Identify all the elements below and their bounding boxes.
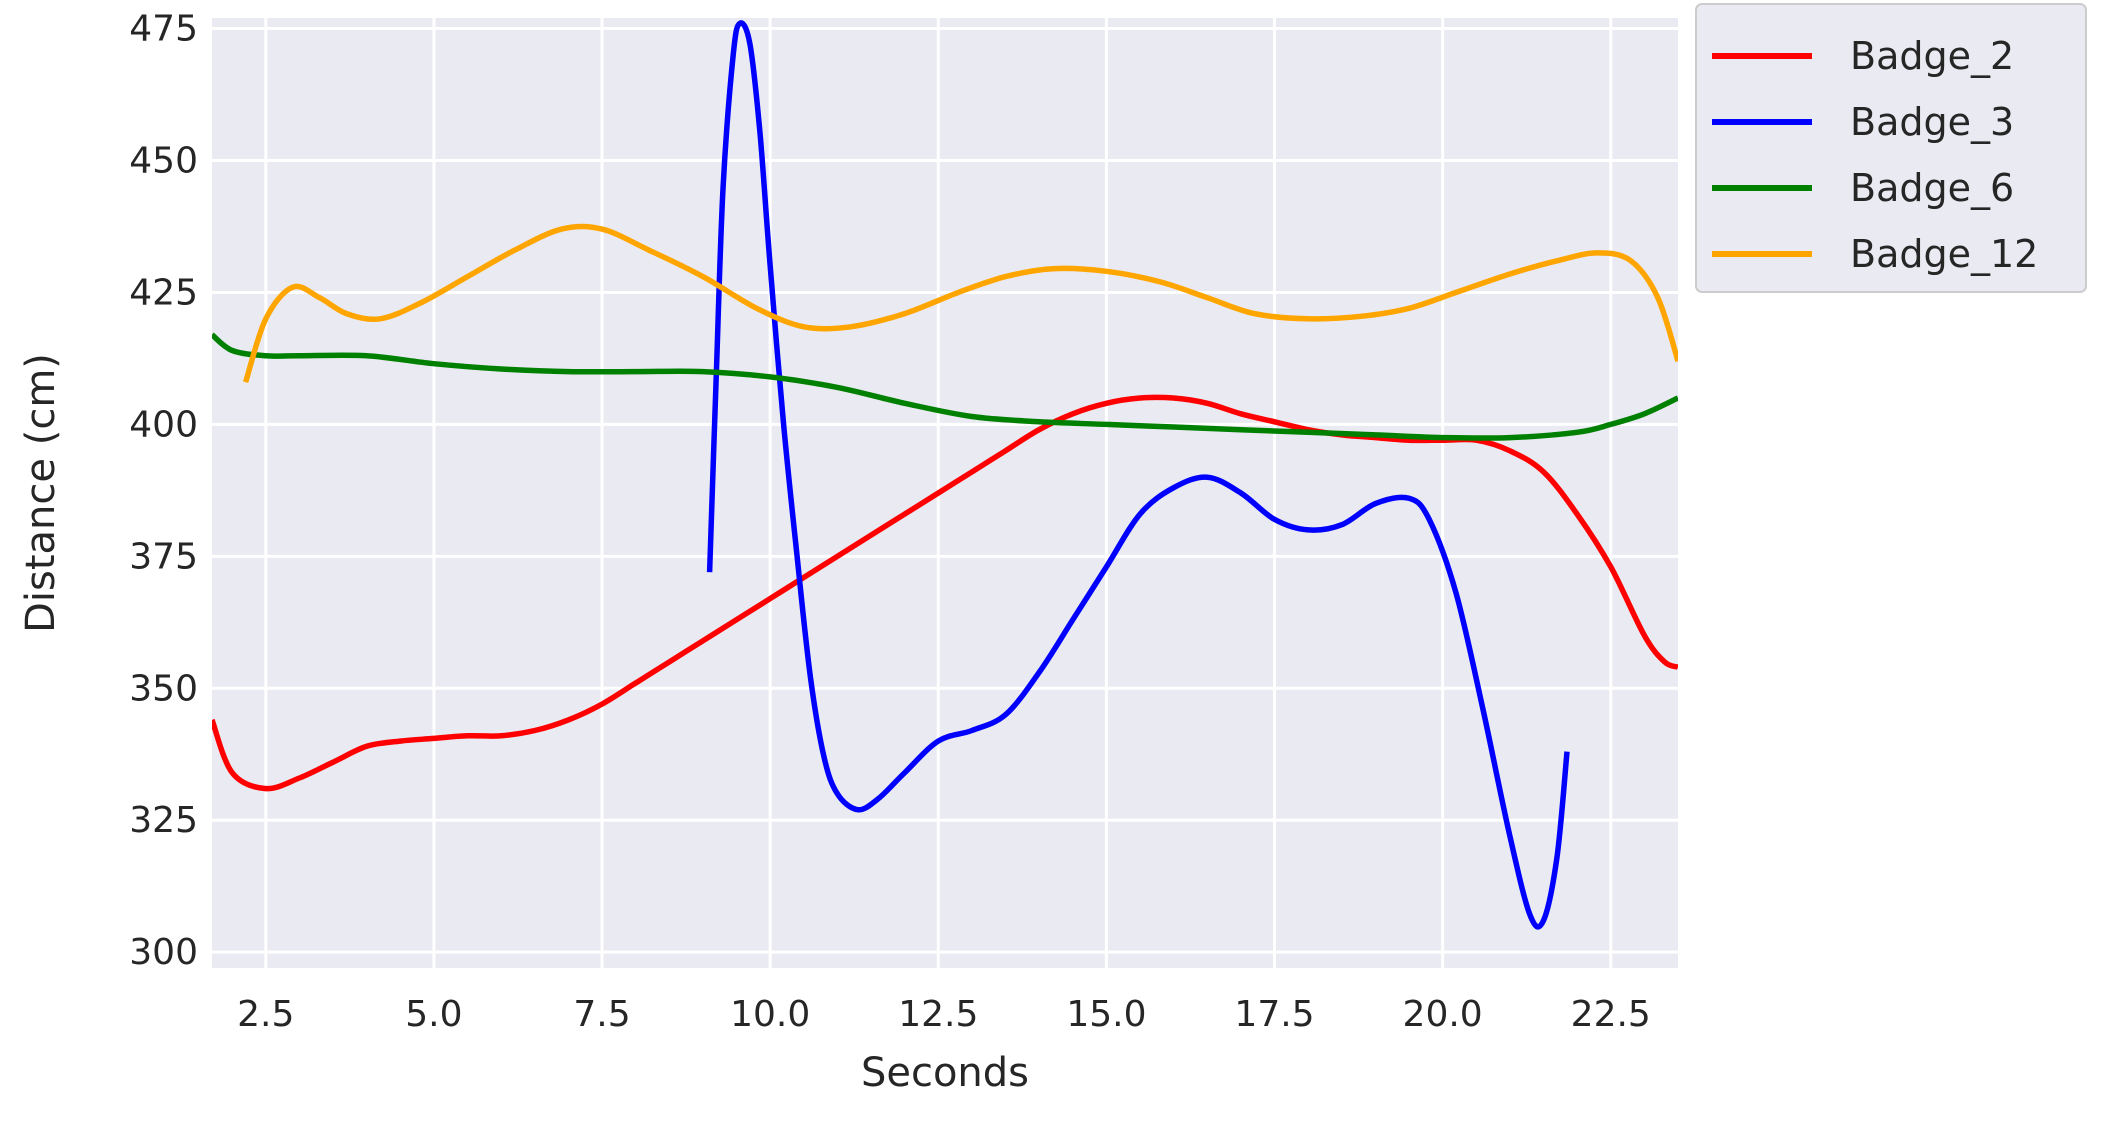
series-lines — [212, 20, 1678, 930]
y-tick-label: 400 — [129, 404, 198, 445]
y-tick-label: 350 — [129, 668, 198, 709]
legend: Badge_2 Badge_3 Badge_6 Badge_12 — [1695, 3, 2087, 293]
x-tick-label: 7.5 — [573, 994, 630, 1035]
series-line-badge-12 — [242, 223, 1678, 384]
series-line-badge-6 — [212, 332, 1678, 441]
x-tick-label: 2.5 — [237, 994, 294, 1035]
plot-area — [212, 18, 1678, 968]
legend-label: Badge_6 — [1850, 166, 2014, 210]
series-line-badge-3 — [706, 20, 1570, 930]
legend-box — [1695, 3, 2087, 293]
y-tick-label: 300 — [129, 932, 198, 973]
y-tick-label: 325 — [129, 800, 198, 841]
legend-label: Badge_2 — [1850, 34, 2014, 78]
x-tick-label: 10.0 — [730, 994, 810, 1035]
legend-label: Badge_12 — [1850, 232, 2038, 276]
x-tick-label: 12.5 — [898, 994, 978, 1035]
y-tick-label: 375 — [129, 536, 198, 577]
x-tick-label: 17.5 — [1234, 994, 1314, 1035]
grid — [212, 18, 1678, 968]
x-axis-label: Seconds — [861, 1050, 1029, 1096]
y-tick-label: 450 — [129, 141, 198, 182]
x-tick-label: 22.5 — [1571, 994, 1651, 1035]
tick-labels: 2.5 5.0 7.5 10.0 12.5 15.0 17.5 20.0 22.5 300 325 3… — [129, 9, 1651, 1035]
y-tick-label: 425 — [129, 272, 198, 313]
y-axis-label: Distance (cm) — [18, 353, 64, 633]
legend-label: Badge_3 — [1850, 100, 2014, 144]
x-tick-label: 5.0 — [405, 994, 462, 1035]
x-tick-label: 15.0 — [1066, 994, 1146, 1035]
y-tick-label: 475 — [129, 9, 198, 50]
x-tick-label: 20.0 — [1403, 994, 1483, 1035]
